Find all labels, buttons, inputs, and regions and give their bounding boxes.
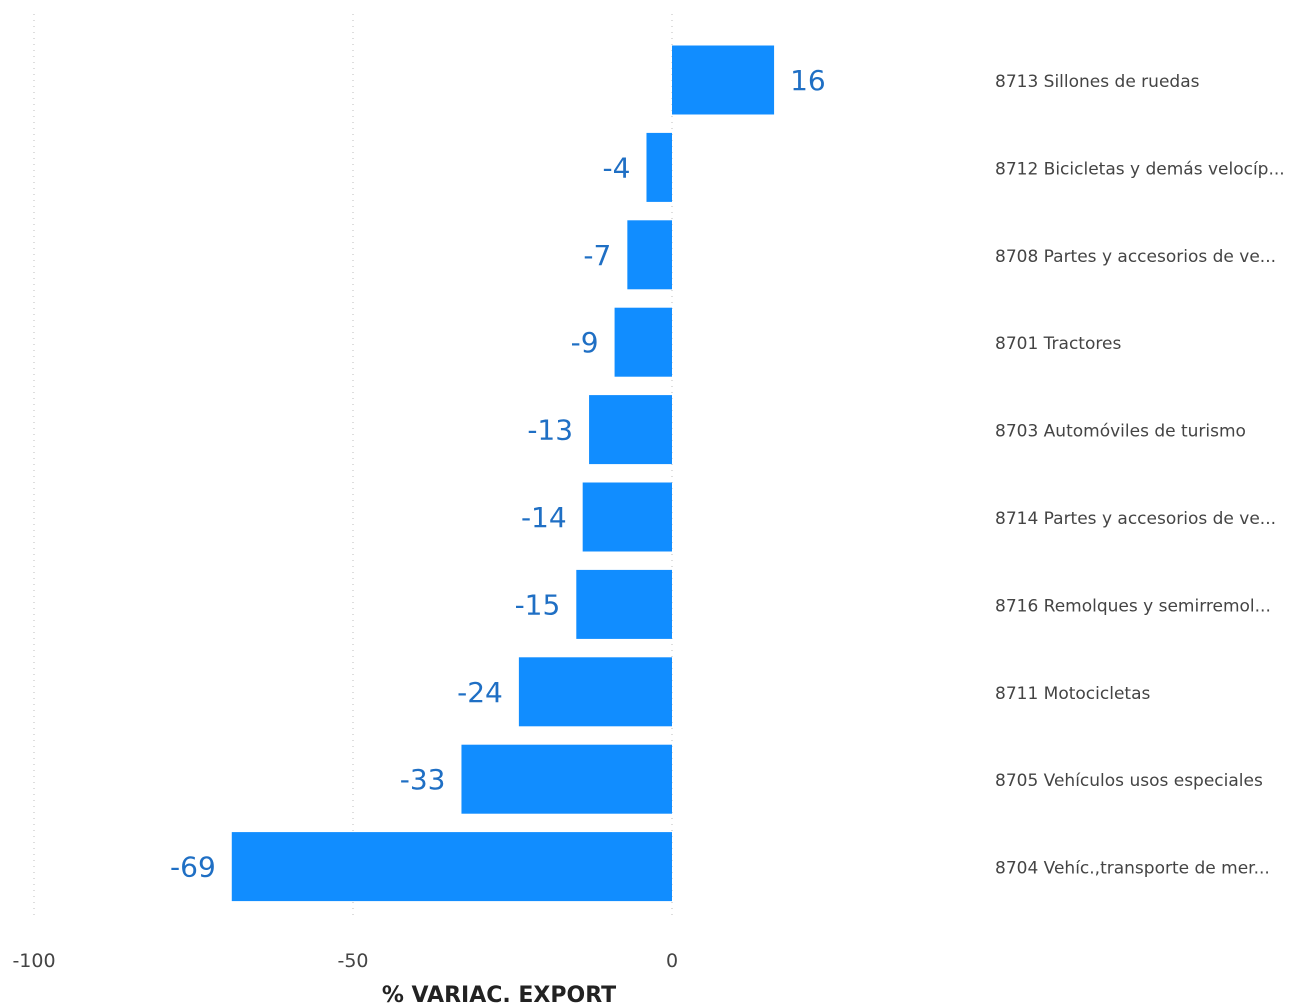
x-tick-label: 0 — [666, 950, 678, 972]
bars — [231, 45, 775, 902]
category-label: 8708 Partes y accesorios de ve... — [995, 247, 1276, 267]
data-label: 16 — [790, 64, 826, 97]
data-label: -7 — [583, 239, 611, 272]
data-label: -13 — [527, 414, 573, 447]
category-label: 8714 Partes y accesorios de ve... — [995, 509, 1276, 529]
category-label: 8712 Bicicletas y demás velocíp... — [995, 159, 1285, 179]
data-label: -9 — [571, 326, 599, 359]
bar[interactable] — [646, 132, 672, 202]
bar[interactable] — [461, 744, 672, 814]
data-label: -4 — [603, 151, 631, 184]
category-label: 8713 Sillones de ruedas — [995, 72, 1200, 92]
category-label: 8704 Vehíc.,transporte de mer... — [995, 859, 1270, 879]
data-label: -24 — [457, 676, 503, 709]
x-axis-title: % VARIAC. EXPORT — [382, 983, 616, 1008]
bar[interactable] — [518, 657, 672, 727]
data-label: -15 — [515, 588, 561, 621]
bar[interactable] — [231, 832, 672, 902]
category-label: 8705 Vehículos usos especiales — [995, 771, 1263, 791]
category-label: 8716 Remolques y semirremol... — [995, 596, 1271, 616]
category-labels: 8713 Sillones de ruedas 8712 Bicicletas y… — [995, 72, 1285, 879]
value-labels: 16 -4 -7 -9 -13 -14 -15 -24 -33 -69 — [170, 64, 826, 884]
bar[interactable] — [614, 307, 672, 377]
bar[interactable] — [582, 482, 672, 552]
data-label: -14 — [521, 501, 567, 534]
bar[interactable] — [589, 395, 672, 465]
x-tick-label: -100 — [12, 950, 55, 972]
category-label: 8703 Automóviles de turismo — [995, 422, 1246, 442]
data-label: -33 — [400, 763, 446, 796]
bar[interactable] — [576, 569, 672, 639]
category-label: 8701 Tractores — [995, 334, 1121, 354]
data-label: -69 — [170, 851, 216, 884]
x-tick-label: -50 — [337, 950, 368, 972]
category-label: 8711 Motocicletas — [995, 684, 1150, 704]
bar[interactable] — [627, 220, 672, 290]
x-axis-ticks: -100 -50 0 — [12, 950, 678, 972]
bar[interactable] — [672, 45, 775, 115]
